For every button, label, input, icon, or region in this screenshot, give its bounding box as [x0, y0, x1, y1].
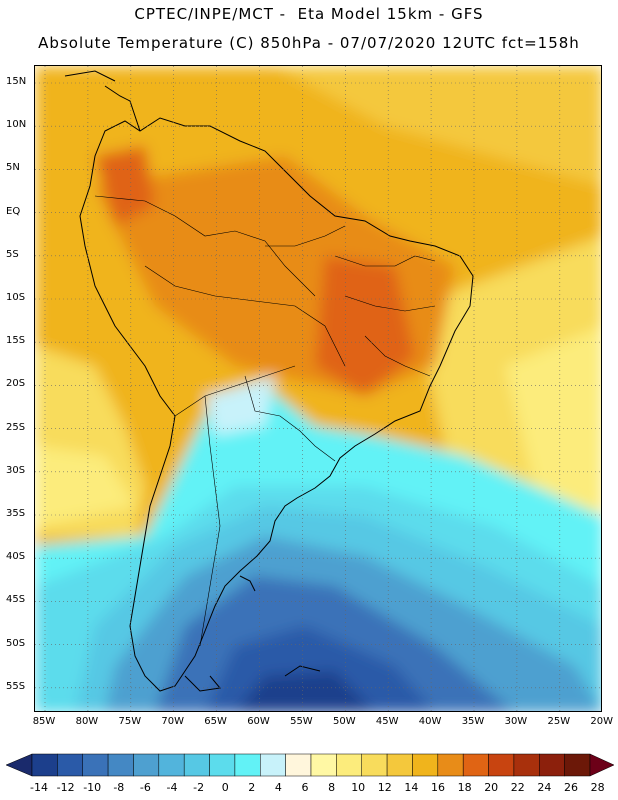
lon-label: 80W	[75, 716, 99, 727]
colorbar-tick-label: 2	[248, 781, 256, 794]
borders	[94, 195, 436, 647]
lat-label: 30S	[6, 464, 26, 476]
lon-label: 40W	[418, 716, 442, 727]
colorbar-segment	[107, 753, 134, 777]
lat-label: 45S	[6, 594, 26, 606]
colorbar-segment	[57, 753, 83, 777]
colorbar-segment	[336, 753, 362, 777]
colorbar-tick-label: -8	[113, 781, 125, 794]
colorbar-segment	[260, 753, 286, 777]
colorbar-segment	[82, 753, 109, 777]
lat-label: 55S	[6, 680, 26, 692]
colorbar-segment	[310, 753, 337, 777]
lat-lon-grid	[35, 66, 601, 711]
colorbar-segment	[437, 753, 464, 777]
map-title-line2: Absolute Temperature (C) 850hPa - 07/07/…	[38, 34, 580, 52]
lat-label: 25S	[6, 421, 26, 433]
colorbar-tick-label: 10	[351, 781, 366, 794]
colorbar-tick-label: -12	[56, 781, 75, 794]
colorbar-tick-label: 0	[221, 781, 229, 794]
lat-label: 5S	[6, 248, 19, 260]
lat-label: 15N	[6, 76, 27, 87]
coastlines	[64, 70, 474, 692]
colorbar-segment	[513, 753, 540, 777]
lat-label: 10N	[6, 119, 27, 131]
lat-label: 35S	[6, 508, 26, 519]
temperature-colorbar	[5, 753, 615, 777]
colorbar-segment	[133, 753, 160, 777]
colorbar-segment	[412, 753, 439, 777]
colorbar-segment	[183, 753, 210, 777]
colorbar-tick-label: -4	[166, 781, 178, 794]
lon-label: 20W	[590, 716, 613, 727]
lon-label: 35W	[461, 716, 485, 727]
colorbar-tick-label: -10	[83, 781, 102, 794]
colorbar-segment	[386, 753, 413, 777]
map-title-line1: CPTEC/INPE/MCT - Eta Model 15km - GFS	[134, 5, 484, 23]
lon-label: 75W	[118, 716, 142, 727]
colorbar-tick-label: -14	[30, 781, 48, 794]
lat-label: 15S	[6, 335, 26, 347]
lon-label: 50W	[332, 716, 356, 727]
colorbar-tick-label: 22	[510, 781, 525, 794]
lat-label: 40S	[6, 551, 26, 563]
lon-label: 55W	[290, 716, 313, 727]
temperature-map	[34, 65, 602, 712]
colorbar-tick-label: 4	[274, 781, 282, 794]
colorbar-tick-label: 18	[457, 781, 472, 794]
colorbar-tick-label: 12	[377, 781, 392, 794]
lon-label: 45W	[375, 716, 399, 727]
colorbar-under-arrow	[5, 753, 33, 777]
colorbar-segment	[234, 753, 261, 777]
lat-label: 10S	[6, 292, 26, 303]
colorbar-tick-label: 16	[431, 781, 445, 794]
lon-label: 60W	[247, 716, 270, 727]
colorbar-tick-label: -6	[139, 781, 151, 794]
colorbar-segment	[361, 753, 388, 777]
colorbar-tick-label: 14	[404, 781, 419, 794]
colorbar-tick-label: -2	[193, 781, 205, 794]
colorbar-segment	[462, 753, 489, 777]
lon-label: 65W	[204, 716, 227, 727]
colorbar-tick-label: 6	[301, 781, 309, 794]
colorbar-segment	[539, 753, 565, 777]
colorbar-tick-label: 8	[328, 781, 336, 794]
colorbar-segment	[158, 753, 185, 777]
lat-label: 50S	[6, 637, 26, 649]
colorbar-over-arrow	[589, 753, 615, 777]
colorbar-tick-label: 28	[590, 781, 605, 794]
lat-label: EQ	[6, 205, 21, 217]
colorbar-tick-label: 24	[537, 781, 552, 794]
colorbar-segment	[488, 753, 515, 777]
lon-label: 85W	[32, 716, 56, 727]
lon-label: 30W	[504, 716, 528, 727]
colorbar-segment	[31, 753, 58, 777]
colorbar-tick-label: 20	[484, 781, 499, 794]
colorbar-segment	[285, 753, 312, 777]
colorbar-segment	[564, 753, 591, 777]
lat-label: 5N	[6, 162, 20, 174]
lon-label: 25W	[547, 716, 571, 727]
lon-label: 70W	[161, 716, 184, 727]
map-canvas	[35, 66, 601, 711]
colorbar-tick-label: 26	[564, 781, 578, 794]
colorbar-segment	[209, 753, 236, 777]
lat-label: 20S	[6, 378, 26, 390]
